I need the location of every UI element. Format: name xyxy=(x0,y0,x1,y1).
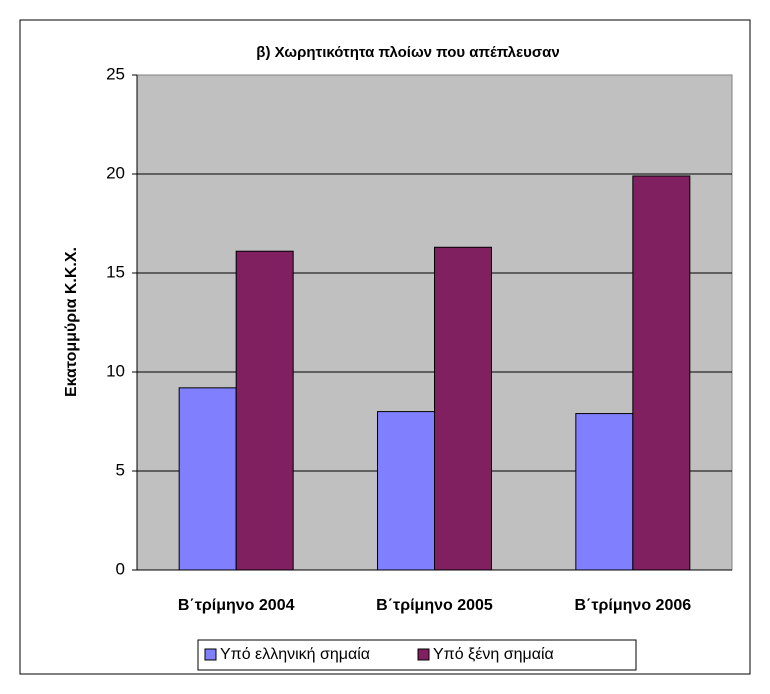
y-tick-label: 15 xyxy=(106,262,125,281)
legend-swatch xyxy=(417,648,430,661)
x-tick-label: Β΄τρίμηνο 2004 xyxy=(178,597,295,614)
y-axis-label: Εκατομμύρια Κ.Κ.Χ. xyxy=(63,247,80,397)
y-tick-label: 0 xyxy=(116,559,125,578)
bar xyxy=(434,246,492,571)
bar xyxy=(178,387,237,571)
legend-swatch xyxy=(204,648,217,661)
legend-label: Υπό ελληνική σημαία xyxy=(220,646,370,663)
y-tick-label: 10 xyxy=(106,361,125,380)
legend-label: Υπό ξένη σημαία xyxy=(433,646,554,663)
x-tick-label: Β΄τρίμηνο 2006 xyxy=(575,597,692,614)
bar xyxy=(632,175,691,571)
bar xyxy=(575,413,634,571)
legend xyxy=(197,639,637,671)
chart-title: β) Χωρητικότητα πλοίων που απέπλευσαν xyxy=(256,44,559,61)
x-tick-label: Β΄τρίμηνο 2005 xyxy=(376,597,493,614)
y-tick-label: 5 xyxy=(116,460,125,479)
bar xyxy=(377,411,435,571)
bar xyxy=(235,250,294,571)
y-tick-label: 25 xyxy=(106,64,125,83)
y-tick-label: 20 xyxy=(106,163,125,182)
